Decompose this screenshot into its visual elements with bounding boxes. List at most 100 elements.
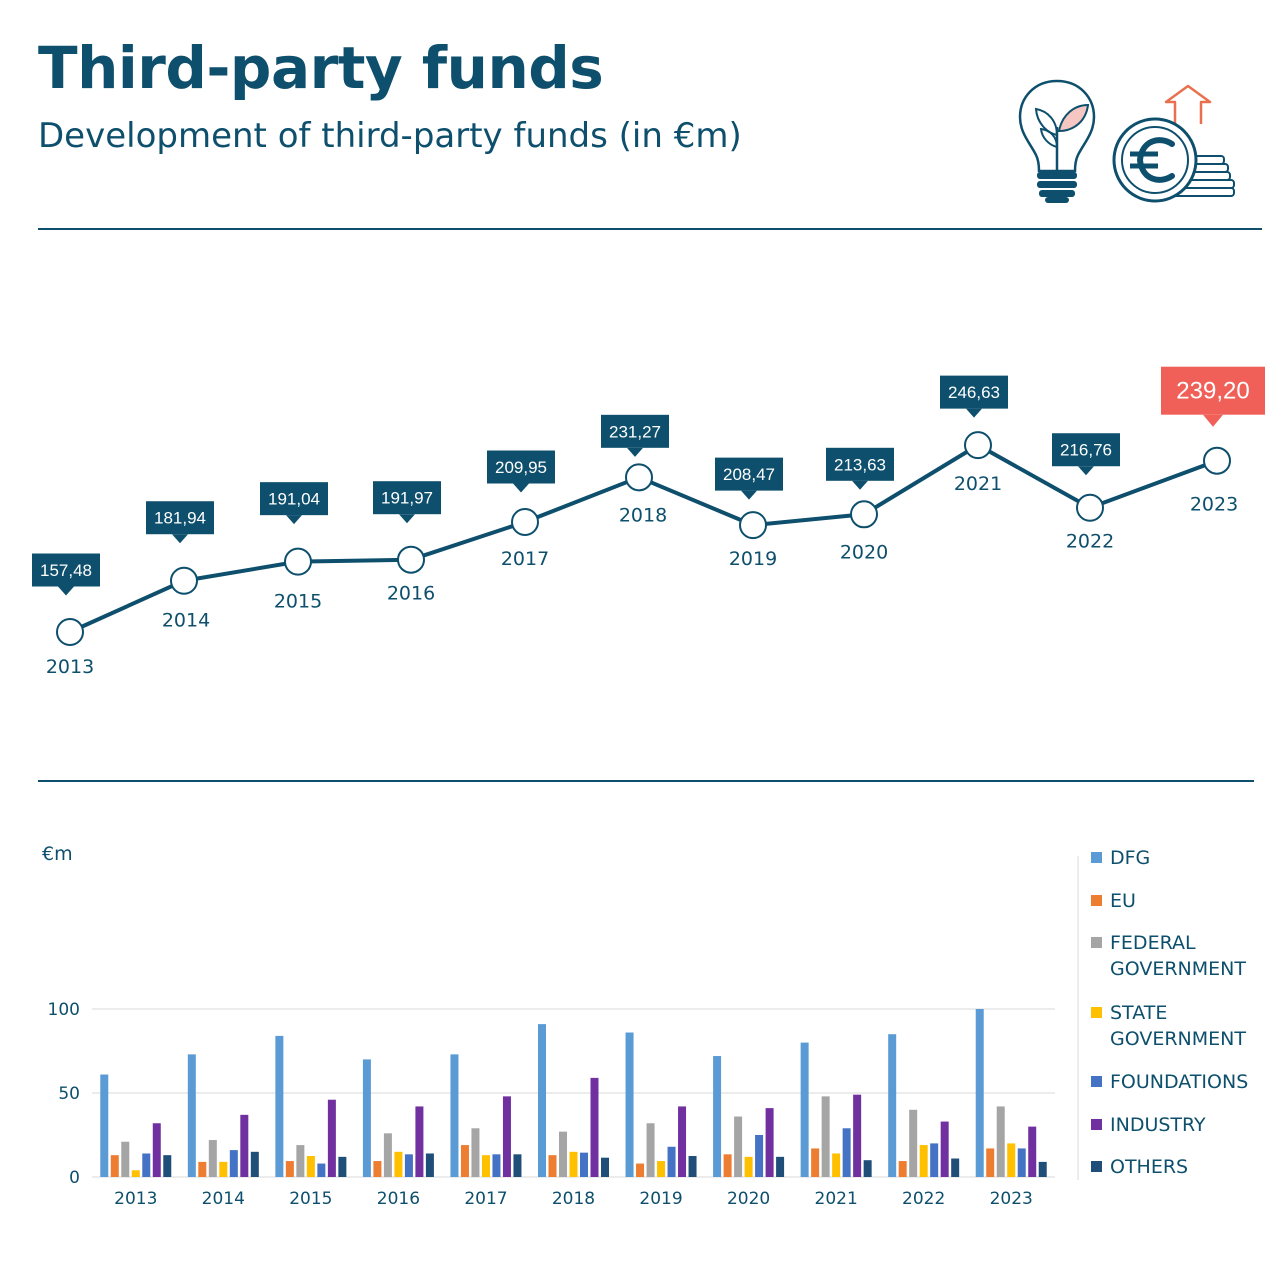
callout-box xyxy=(487,450,555,484)
y-tick-label: 0 xyxy=(69,1168,80,1188)
y-tick-label: 100 xyxy=(48,1000,80,1020)
line-point xyxy=(1203,446,1231,475)
bar xyxy=(415,1106,424,1177)
legend-item: FOUNDATIONS xyxy=(1091,1071,1248,1093)
bar xyxy=(800,1042,809,1177)
value-label: 208,47 xyxy=(723,465,775,484)
value-callout: 208,47 xyxy=(715,457,783,500)
bar xyxy=(187,1054,196,1177)
callout-box xyxy=(1161,366,1265,415)
value-callout: 191,04 xyxy=(260,482,328,525)
bar xyxy=(538,1024,546,1177)
line-point xyxy=(1076,493,1104,522)
bar xyxy=(898,1161,907,1177)
callout-box xyxy=(715,457,783,491)
callout-box xyxy=(32,553,100,587)
callout-pointer xyxy=(627,447,643,457)
legend-label: DFG xyxy=(1110,847,1150,869)
bar xyxy=(208,1140,217,1177)
legend-swatch xyxy=(1091,1161,1102,1172)
legend-item: OTHERS xyxy=(1091,1156,1188,1178)
x-tick-label: 2019 xyxy=(639,1189,682,1209)
bar xyxy=(460,1145,469,1177)
legend-label: FOUNDATIONS xyxy=(1110,1071,1248,1093)
bar xyxy=(152,1123,161,1177)
bar xyxy=(919,1145,928,1177)
x-tick-label: 2014 xyxy=(202,1189,245,1209)
callout-box xyxy=(1052,433,1120,467)
legend-label-line: GOVERNMENT xyxy=(1110,1028,1246,1050)
top-divider xyxy=(38,228,1262,230)
legend-label: FEDERAL GOVERNMENT xyxy=(1110,932,1246,980)
year-label: 2021 xyxy=(954,473,1002,495)
year-label: 2020 xyxy=(840,541,888,563)
bar xyxy=(832,1153,841,1177)
legend-label-line: FEDERAL xyxy=(1110,932,1196,954)
year-label: 2016 xyxy=(387,583,435,605)
value-label: 239,20 xyxy=(1176,378,1249,405)
y-tick-label: 50 xyxy=(58,1084,80,1104)
bar xyxy=(327,1099,336,1177)
bar xyxy=(306,1156,315,1177)
bar xyxy=(121,1141,130,1177)
page-subtitle: Development of third-party funds (in €m) xyxy=(38,116,742,156)
x-tick-label: 2023 xyxy=(990,1189,1033,1209)
bar xyxy=(163,1155,172,1177)
bar xyxy=(678,1106,687,1177)
callout-pointer xyxy=(399,514,415,524)
value-callout: 213,63 xyxy=(826,447,894,490)
bar xyxy=(996,1106,1005,1177)
callout-box xyxy=(260,482,328,516)
bar xyxy=(513,1154,522,1177)
line-point xyxy=(284,547,312,576)
bar xyxy=(275,1035,284,1177)
line-point xyxy=(739,511,767,540)
page-title: Third-party funds xyxy=(38,34,604,102)
bar xyxy=(471,1128,480,1177)
euro-coins-growth-icon xyxy=(1112,84,1235,203)
bar xyxy=(811,1148,820,1177)
bar xyxy=(285,1161,294,1177)
x-tick-label: 2022 xyxy=(902,1189,945,1209)
bar xyxy=(888,1034,897,1177)
bar xyxy=(559,1131,567,1177)
value-callout: 239,20 xyxy=(1161,366,1265,427)
callout-pointer xyxy=(172,534,188,544)
value-callout: 157,48 xyxy=(32,553,100,596)
bar xyxy=(110,1155,119,1177)
bar xyxy=(636,1163,645,1177)
bar xyxy=(765,1108,774,1177)
bar xyxy=(317,1163,326,1177)
bar xyxy=(131,1170,140,1177)
legend-label: EU xyxy=(1110,890,1136,912)
lightbulb-plant-icon xyxy=(1018,79,1096,203)
line-point xyxy=(170,566,198,595)
callout-pointer xyxy=(1078,466,1094,476)
x-tick-label: 2013 xyxy=(114,1189,157,1209)
x-tick-label: 2017 xyxy=(464,1189,507,1209)
bar xyxy=(667,1146,676,1177)
bar xyxy=(373,1161,382,1177)
callout-pointer xyxy=(1203,414,1223,427)
year-label: 2013 xyxy=(46,656,94,678)
legend-label-line: STATE xyxy=(1110,1002,1167,1024)
value-callout: 209,95 xyxy=(487,450,555,493)
line-chart: 157,48 2013 181,94 2014 191,04 2015 191,97 2016… xyxy=(32,366,1265,678)
callout-pointer xyxy=(852,480,868,490)
legend-item: EU xyxy=(1091,890,1136,912)
bar xyxy=(986,1148,995,1177)
bar xyxy=(625,1032,634,1177)
bar xyxy=(853,1094,862,1177)
bar xyxy=(100,1074,109,1177)
legend-item: STATE GOVERNMENT xyxy=(1091,1002,1246,1050)
value-callout: 231,27 xyxy=(601,414,669,457)
bar xyxy=(723,1154,732,1177)
legend-label: OTHERS xyxy=(1110,1156,1188,1178)
bar xyxy=(734,1116,743,1177)
year-label: 2019 xyxy=(729,548,777,570)
year-label: 2014 xyxy=(162,610,210,632)
callout-box xyxy=(373,481,441,515)
value-callout: 246,63 xyxy=(940,375,1008,418)
bar xyxy=(657,1161,666,1177)
